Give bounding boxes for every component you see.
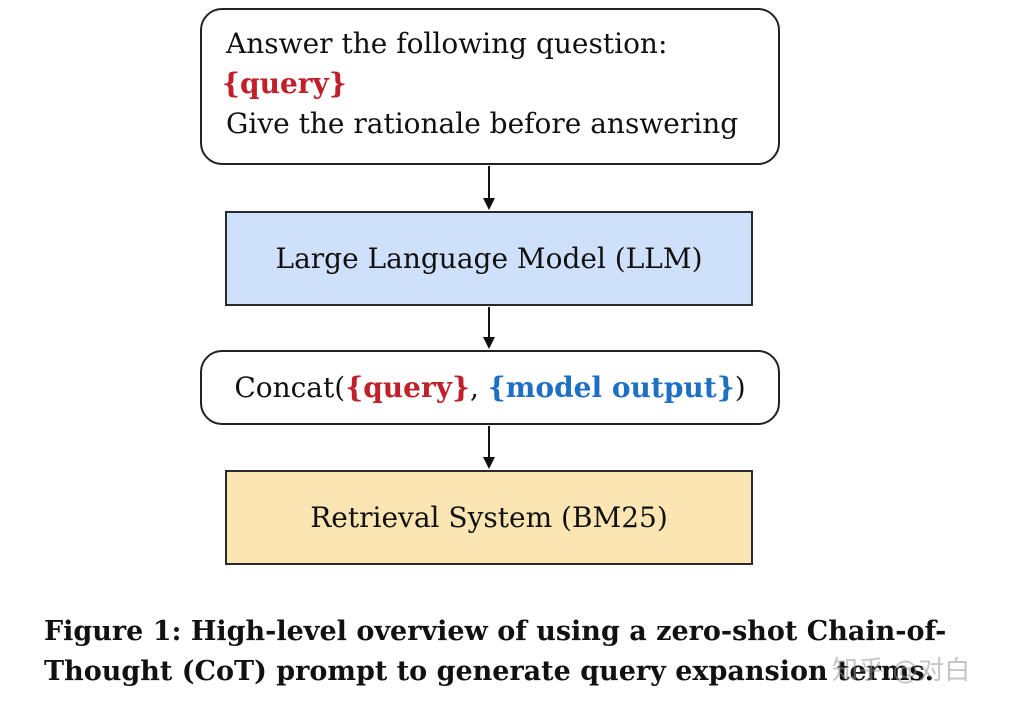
arrow-llm-to-concat <box>483 307 495 349</box>
concat-suffix: ) <box>734 371 746 404</box>
concat-expression: Concat({query}, {model output}) <box>202 352 778 423</box>
caption-line-2: Thought (CoT) prompt to generate query e… <box>44 656 935 687</box>
concat-separator: , <box>469 371 488 404</box>
retrieval-box: Retrieval System (BM25) <box>225 470 753 565</box>
arrow-concat-to-retrieval <box>483 426 495 469</box>
prompt-query-placeholder: {query} <box>222 67 347 100</box>
retrieval-label: Retrieval System (BM25) <box>310 501 668 534</box>
prompt-rationale-instruction: Give the rationale before answering <box>226 107 739 140</box>
caption-line-1: Figure 1: High-level overview of using a… <box>44 616 947 647</box>
llm-box: Large Language Model (LLM) <box>225 211 753 306</box>
concat-query: {query} <box>345 371 470 404</box>
arrow-prompt-to-llm <box>483 166 495 210</box>
prompt-instruction: Answer the following question: <box>226 27 668 60</box>
figure-caption: Figure 1: High-level overview of using a… <box>44 612 984 692</box>
concat-box: Concat({query}, {model output}) <box>200 350 780 425</box>
concat-prefix: Concat( <box>234 371 346 404</box>
llm-label: Large Language Model (LLM) <box>275 242 703 275</box>
watermark: 知乎 @对白 <box>832 656 971 686</box>
prompt-box: Answer the following question: {query} G… <box>200 8 780 165</box>
concat-model-output: {model output} <box>487 371 735 404</box>
